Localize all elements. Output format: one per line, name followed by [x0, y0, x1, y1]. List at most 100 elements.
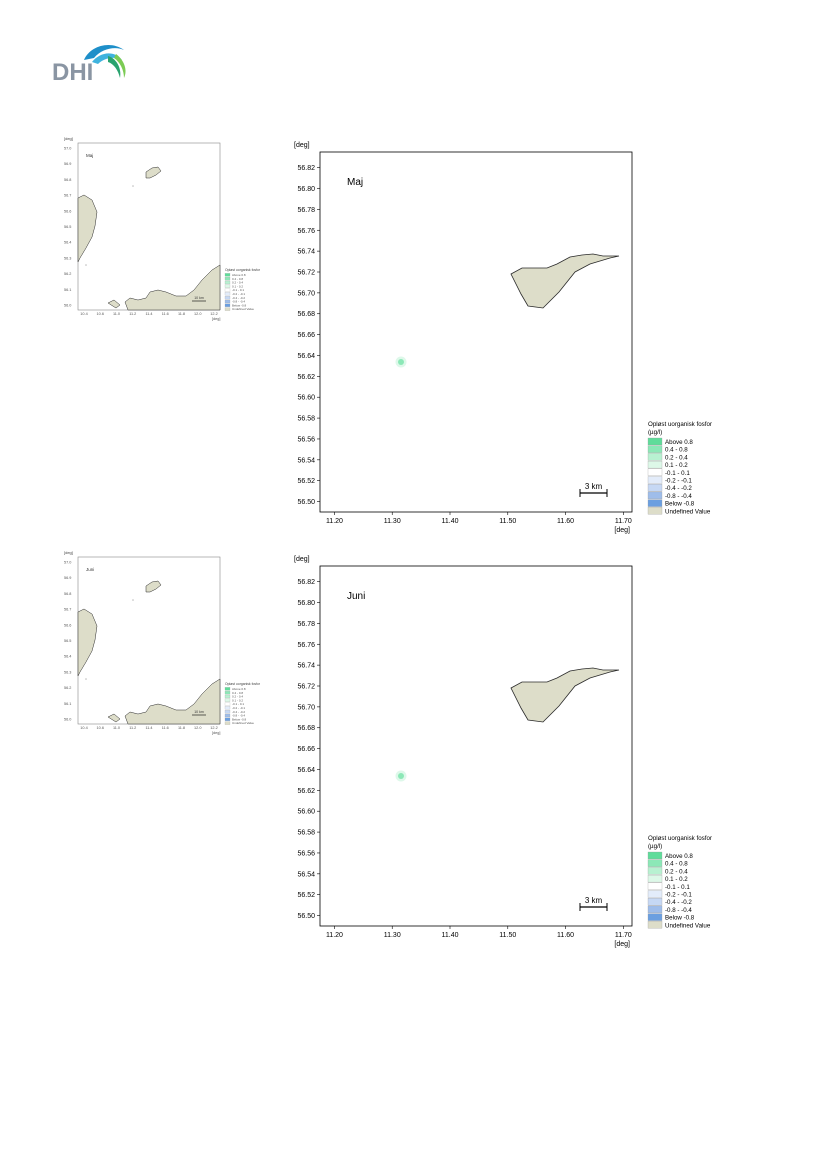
- map-x-tick-label: 11.30: [384, 932, 401, 939]
- overview-legend-swatch: [224, 280, 231, 285]
- map-x-unit: [deg]: [614, 941, 630, 948]
- legend: Opløst uorganisk fosfor(µg/l)Above 0.80.…: [647, 421, 712, 515]
- overview-x-tick: 12.2: [210, 726, 217, 730]
- overview-y-tick: 57.0: [64, 561, 71, 565]
- map-month-label: Maj: [347, 177, 363, 188]
- overview-y-tick: 56.7: [64, 608, 71, 612]
- overview-legend-item: -0.1 - 0.1: [232, 702, 244, 706]
- map-y-tick-label: 56.68: [297, 311, 315, 318]
- map-y-tick-label: 56.54: [297, 457, 315, 464]
- overview-y-tick: 56.1: [64, 288, 71, 292]
- overview-legend-swatch: [224, 292, 231, 296]
- map-frame: [319, 565, 633, 927]
- overview-month-label: Juni: [86, 567, 94, 572]
- overview-legend-item: 0.4 - 0.8: [232, 691, 243, 695]
- legend-item-label: Above 0.8: [665, 853, 693, 860]
- legend-swatch: [647, 890, 663, 898]
- legend-title: Opløst uorganisk fosfor: [648, 835, 712, 842]
- overview-legend-swatch: [224, 687, 231, 691]
- overview-x-tick: 11.0: [113, 726, 120, 730]
- overview-legend-item: -0.2 - -0.1: [232, 292, 245, 296]
- legend-item-label: Below -0.8: [665, 501, 695, 508]
- overview-x-unit: [deg]: [212, 317, 220, 321]
- overview-land: [107, 299, 121, 309]
- overview-legend-swatch: [224, 273, 231, 277]
- overview-land: [107, 713, 121, 723]
- overview-map: [deg] 57.0 56.9 56.8 56.7 56.6 56.5 56.4 56.3 56.…: [64, 136, 261, 321]
- map-y-tick-label: 56.70: [297, 704, 315, 711]
- overview-x-tick: 10.6: [97, 312, 104, 316]
- overview-legend-swatch: [224, 721, 231, 725]
- legend-swatch: [647, 859, 663, 867]
- logo-wave-2: [92, 53, 122, 64]
- map-x-tick-label: 11.20: [326, 518, 343, 525]
- map-y-tick-label: 56.54: [297, 871, 315, 878]
- overview-y-tick: 56.8: [64, 178, 71, 182]
- overview-legend-swatch: [224, 702, 231, 706]
- overview-legend-item: 0.2 - 0.4: [232, 695, 243, 699]
- map-y-tick-label: 56.70: [297, 290, 315, 297]
- legend-swatch: [647, 453, 663, 461]
- overview-y-tick: 56.6: [64, 209, 71, 213]
- overview-legend-item: Below -0.8: [232, 303, 247, 307]
- map-y-tick-label: 56.80: [297, 186, 315, 193]
- overview-x-tick: 11.8: [178, 312, 185, 316]
- logo-text: DHI: [52, 59, 93, 84]
- dhi-logo: DHI: [52, 45, 126, 84]
- map-y-tick-label: 56.74: [297, 663, 315, 670]
- overview-x-tick: 10.4: [80, 312, 87, 316]
- panel-svg-juni: [deg] 57.0 56.9 56.8 56.7 56.6 56.5 56.4 56.3 56.…: [64, 550, 712, 948]
- map-y-tick-label: 56.76: [297, 642, 315, 649]
- overview-map: [deg] 57.0 56.9 56.8 56.7 56.6 56.5 56.4 56.3 56.…: [64, 550, 261, 735]
- overview-islet: [132, 599, 134, 601]
- map-y-tick-label: 56.72: [297, 684, 315, 691]
- overview-y-tick: 56.5: [64, 225, 71, 229]
- legend-swatch: [647, 851, 663, 860]
- map-x-tick-label: 11.40: [442, 518, 459, 525]
- overview-legend-item: Undefined Value: [232, 721, 254, 725]
- overview-x-tick: 10.6: [97, 726, 104, 730]
- map-y-tick-label: 56.68: [297, 725, 315, 732]
- overview-y-tick: 57.0: [64, 147, 71, 151]
- map-y-tick-label: 56.64: [297, 767, 315, 774]
- overview-legend-swatch: [224, 296, 231, 300]
- map-x-tick-label: 11.20: [326, 932, 343, 939]
- overview-legend-item: -0.2 - -0.1: [232, 706, 245, 710]
- overview-x-tick: 11.8: [178, 726, 185, 730]
- overview-legend-swatch: [224, 277, 231, 281]
- overview-legend-swatch: [224, 303, 231, 307]
- overview-x-tick: 12.0: [194, 726, 201, 730]
- overview-x-tick: 12.0: [194, 312, 201, 316]
- overview-legend-item: -0.1 - 0.1: [232, 288, 244, 292]
- overview-legend-swatch: [224, 713, 231, 718]
- overview-y-tick: 56.0: [64, 718, 71, 722]
- legend-item-label: Above 0.8: [665, 439, 693, 446]
- panel-svg-maj: [deg] 57.0 56.9 56.8 56.7 56.6 56.5 56.4 56.3 56.…: [64, 136, 712, 534]
- overview-x-tick: 11.0: [113, 312, 120, 316]
- legend: Opløst uorganisk fosfor(µg/l)Above 0.80.…: [647, 835, 712, 929]
- logo-wave-4: [114, 54, 126, 78]
- overview-legend-item: Above 0.8: [232, 273, 246, 277]
- legend-swatch: [647, 913, 663, 921]
- map-x-tick-label: 11.70: [615, 518, 632, 525]
- legend-swatch: [647, 882, 663, 890]
- logo-wave-3: [108, 56, 121, 78]
- legend-swatch: [647, 445, 663, 453]
- legend-unit: (µg/l): [648, 843, 662, 850]
- overview-x-tick: 10.4: [80, 726, 87, 730]
- overview-y-tick: 56.4: [64, 655, 71, 659]
- overview-land: [124, 264, 221, 311]
- overview-x-tick: 11.4: [145, 312, 152, 316]
- legend-item-label: -0.4 - -0.2: [665, 899, 692, 906]
- overview-x-tick: 11.6: [162, 312, 169, 316]
- overview-legend-title: Opløst uorganisk fosfor: [225, 268, 261, 272]
- legend-swatch: [647, 898, 663, 906]
- island-land: [510, 667, 620, 723]
- legend-swatch: [647, 437, 663, 446]
- overview-y-tick: 56.2: [64, 272, 71, 276]
- map-scale-label: 3 km: [585, 896, 603, 905]
- overview-legend-swatch: [224, 691, 231, 695]
- map-y-tick-label: 56.62: [297, 788, 315, 795]
- panel-maj: [deg] 57.0 56.9 56.8 56.7 56.6 56.5 56.4 56.3 56.…: [0, 0, 827, 534]
- concentration-spot: [398, 359, 404, 365]
